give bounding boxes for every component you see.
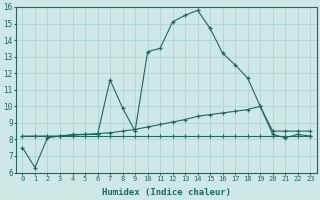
X-axis label: Humidex (Indice chaleur): Humidex (Indice chaleur) (102, 188, 231, 197)
